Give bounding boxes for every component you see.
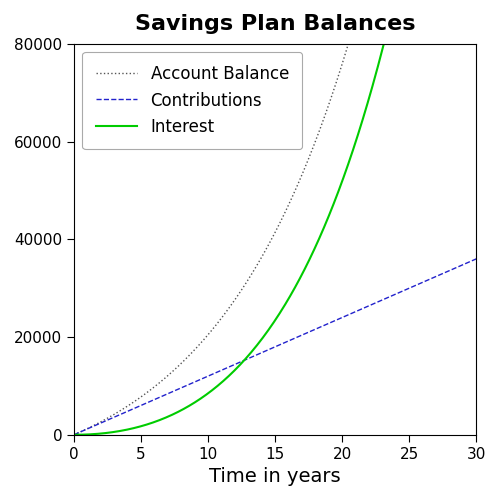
Interest xyxy=(312,246,318,252)
Contributions xyxy=(464,260,469,266)
Line: Account Balance: Account Balance xyxy=(74,0,476,434)
Account Balance xyxy=(310,144,316,150)
Line: Interest: Interest xyxy=(74,0,476,435)
Title: Savings Plan Balances: Savings Plan Balances xyxy=(135,14,416,34)
Legend: Account Balance, Contributions, Interest: Account Balance, Contributions, Interest xyxy=(82,52,302,150)
Interest xyxy=(71,432,77,438)
Contributions xyxy=(288,336,294,342)
Interest xyxy=(290,289,296,295)
Interest xyxy=(263,330,269,336)
Contributions xyxy=(401,288,407,294)
Interest xyxy=(266,327,272,333)
Account Balance xyxy=(288,195,294,201)
Account Balance xyxy=(71,432,77,438)
Account Balance xyxy=(262,248,268,254)
X-axis label: Time in years: Time in years xyxy=(210,467,341,486)
Interest xyxy=(72,432,78,438)
Contributions xyxy=(262,348,268,354)
Line: Contributions: Contributions xyxy=(74,259,476,434)
Contributions xyxy=(264,347,270,353)
Contributions xyxy=(474,256,480,262)
Contributions xyxy=(310,327,316,333)
Contributions xyxy=(71,432,77,438)
Account Balance xyxy=(264,244,270,250)
